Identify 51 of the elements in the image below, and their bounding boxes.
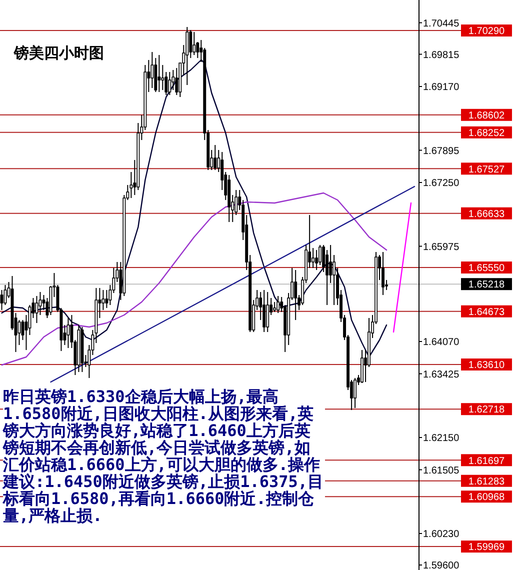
ref-line-label: 1.61697 [468,456,506,467]
candlestick [35,296,38,324]
y-tick-label: 1.59600 [423,560,460,570]
candlestick [66,318,70,348]
line-series [1,192,388,366]
candlestick [382,252,385,296]
candlestick [192,32,196,56]
ref-line-label: 1.70290 [468,26,506,38]
candlestick [262,290,266,332]
candlestick [214,144,217,170]
ref-line-label: 1.66633 [468,208,506,220]
ref-line-label: 1.65218 [468,280,506,291]
y-tick-label: 1.62150 [423,433,460,444]
y-tick-label: 1.65975 [423,242,460,253]
candlestick [158,54,161,92]
candlestick [312,248,315,268]
candlestick [168,72,172,96]
ref-line-label: 1.65550 [468,263,506,274]
candlestick [150,52,154,88]
ref-line-label: 1.59969 [468,542,506,554]
y-tick-label: 1.70445 [423,18,460,30]
annotation: 昨日英镑1.6330企稳后大幅上扬,最高1.6580附近,日图收大阳柱.从图形来看,英镑大方向涨势良好,站稳了1.6460上方后英镑短期不会再创新低,今日尝试做多英镑,如汇价站稳1.6660上方,可以大胆的做多.操作建议:1.6450附近做多英镑,止损1.6375,目标看向1.6580,再看向1.6660附近.控制仓量,严格止损. [3,387,325,525]
ref-line-label: 1.67527 [468,164,506,176]
candlestick [273,302,276,312]
candlestick [266,292,270,332]
candlestick [186,26,189,86]
ref-line-label: 1.64673 [468,306,506,318]
y-tick-label: 1.67895 [423,146,460,157]
ref-line-label: 1.61283 [468,476,506,488]
candlestick [294,270,298,320]
candlestick [189,30,192,58]
text: 镑美四小时图 [13,44,104,62]
y-tick-label: 1.64070 [423,337,460,348]
y-tick-label: 1.69815 [423,50,460,61]
y-tick-label: 1.63425 [423,369,460,380]
ref-line-label: 1.68602 [468,110,506,122]
ref-line-label: 1.63610 [468,360,506,372]
candlestick [161,64,164,90]
ref-line-label: 1.60968 [468,492,506,504]
candlestick [329,244,332,284]
candlestick [276,296,280,314]
candlestick [360,350,364,384]
y-tick-label: 1.69170 [423,82,460,93]
y-tick-label: 1.67250 [423,178,460,189]
candlestick [354,378,357,408]
y-tick-label: 1.60230 [423,529,460,540]
ref-line-label: 1.68252 [468,128,506,139]
ref-line-label: 1.62718 [468,404,506,416]
y-tick-label: 1.61505 [423,465,460,476]
line-series [1,59,388,358]
candlestick [332,254,336,306]
